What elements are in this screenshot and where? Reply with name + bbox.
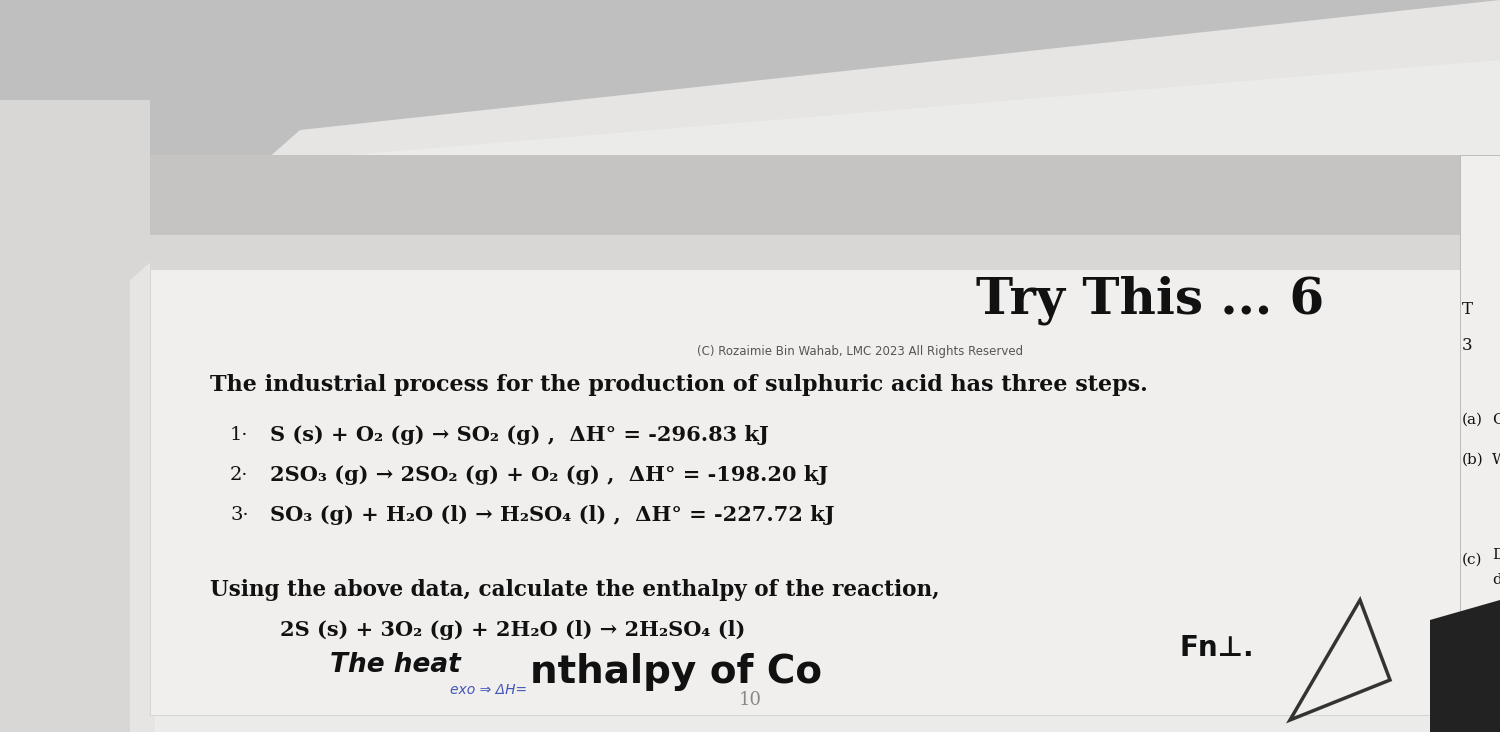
- Text: (C) Rozaimie Bin Wahab, LMC 2023 All Rights Reserved: (C) Rozaimie Bin Wahab, LMC 2023 All Rig…: [698, 346, 1023, 359]
- Text: exo ⇒ ΔH=: exo ⇒ ΔH=: [450, 683, 526, 697]
- Polygon shape: [1430, 600, 1500, 732]
- Text: dia: dia: [1492, 573, 1500, 587]
- Polygon shape: [0, 100, 150, 732]
- Text: 3·: 3·: [230, 506, 249, 524]
- Text: The industrial process for the production of sulphuric acid has three steps.: The industrial process for the productio…: [210, 374, 1148, 396]
- Text: 2SO₃ (g) → 2SO₂ (g) + O₂ (g) ,  ΔH° = -198.20 kJ: 2SO₃ (g) → 2SO₂ (g) + O₂ (g) , ΔH° = -19…: [270, 465, 828, 485]
- Polygon shape: [154, 60, 1500, 732]
- Polygon shape: [150, 235, 1460, 270]
- Text: W: W: [1492, 453, 1500, 467]
- Text: SO₃ (g) + H₂O (l) → H₂SO₄ (l) ,  ΔH° = -227.72 kJ: SO₃ (g) + H₂O (l) → H₂SO₄ (l) , ΔH° = -2…: [270, 505, 834, 525]
- Text: S (s) + O₂ (g) → SO₂ (g) ,  ΔH° = -296.83 kJ: S (s) + O₂ (g) → SO₂ (g) , ΔH° = -296.83…: [270, 425, 768, 445]
- Text: Using the above data, calculate the enthalpy of the reaction,: Using the above data, calculate the enth…: [210, 579, 939, 601]
- Text: Try This ... 6: Try This ... 6: [976, 275, 1324, 325]
- Text: De: De: [1492, 548, 1500, 562]
- Text: Fn⊥.: Fn⊥.: [1180, 634, 1254, 662]
- Text: 1·: 1·: [230, 426, 249, 444]
- Polygon shape: [150, 155, 1460, 715]
- Text: The heat: The heat: [330, 652, 460, 678]
- Text: (b): (b): [1462, 453, 1484, 467]
- Text: (a): (a): [1462, 413, 1484, 427]
- Polygon shape: [1460, 155, 1500, 715]
- Text: 2S (s) + 3O₂ (g) + 2H₂O (l) → 2H₂SO₄ (l): 2S (s) + 3O₂ (g) + 2H₂O (l) → 2H₂SO₄ (l): [280, 620, 746, 640]
- Text: (c): (c): [1462, 553, 1482, 567]
- Text: 3: 3: [1462, 337, 1473, 354]
- Polygon shape: [150, 155, 1460, 235]
- Text: nthalpy of Co: nthalpy of Co: [530, 653, 822, 691]
- Text: G: G: [1492, 413, 1500, 427]
- Text: 2·: 2·: [230, 466, 249, 484]
- Text: 10: 10: [738, 691, 762, 709]
- Text: T: T: [1462, 302, 1473, 318]
- Polygon shape: [130, 0, 1500, 732]
